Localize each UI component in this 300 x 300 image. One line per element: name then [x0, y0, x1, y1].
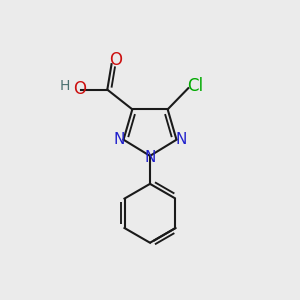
Text: O: O: [73, 80, 86, 98]
Text: N: N: [113, 132, 125, 147]
Text: Cl: Cl: [188, 77, 204, 95]
Text: O: O: [109, 51, 122, 69]
Text: N: N: [175, 132, 187, 147]
Text: N: N: [144, 150, 156, 165]
Text: H: H: [59, 79, 70, 93]
